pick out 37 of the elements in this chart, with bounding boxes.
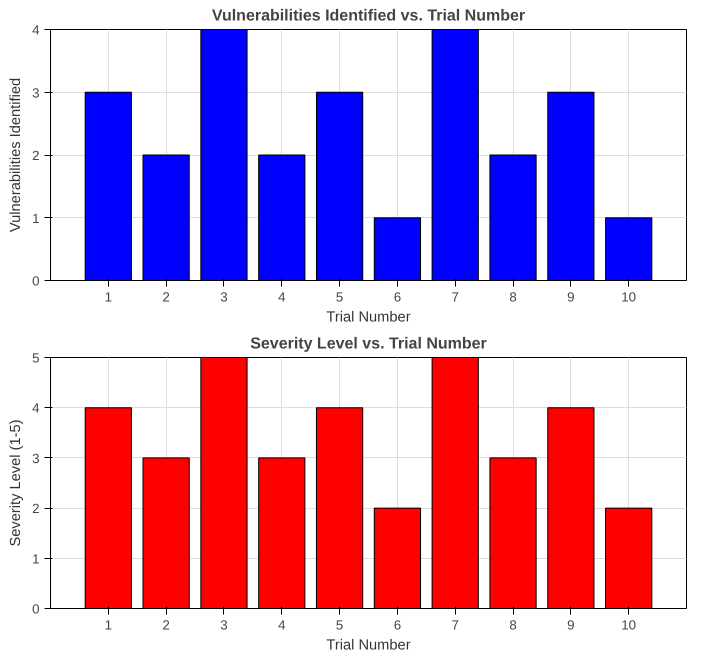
x-tick-label: 6 xyxy=(394,290,402,304)
y-tick-label: 2 xyxy=(32,501,40,516)
y-tick-label: 0 xyxy=(32,602,40,616)
chart-title: Severity Level vs. Trial Number xyxy=(250,336,487,352)
x-tick-label: 2 xyxy=(162,290,170,304)
x-tick-label: 4 xyxy=(278,290,286,304)
x-tick-label: 10 xyxy=(621,618,636,632)
x-tick-label: 6 xyxy=(394,618,402,632)
x-tick-label: 1 xyxy=(104,618,112,632)
y-axis-title: Severity Level (1-5) xyxy=(8,419,24,547)
x-tick-label: 2 xyxy=(162,618,170,632)
x-tick-label: 7 xyxy=(452,290,459,304)
x-tick-label: 4 xyxy=(278,618,286,632)
x-tick-label: 5 xyxy=(336,618,344,632)
y-tick-label: 3 xyxy=(32,450,40,466)
x-tick-label: 8 xyxy=(509,618,517,632)
y-tick-label: 0 xyxy=(32,274,40,288)
y-tick-label: 1 xyxy=(32,551,40,566)
x-tick-label: 9 xyxy=(567,290,575,304)
x-tick-label: 9 xyxy=(567,618,575,632)
x-tick-label: 8 xyxy=(509,290,517,304)
x-tick-label: 1 xyxy=(104,290,112,304)
y-tick-label: 4 xyxy=(32,22,40,38)
x-tick-label: 10 xyxy=(621,290,636,304)
y-tick-label: 2 xyxy=(32,148,40,163)
x-tick-label: 5 xyxy=(336,290,344,304)
y-tick-label: 4 xyxy=(32,400,40,416)
y-tick-label: 1 xyxy=(32,210,40,226)
x-tick-label: 7 xyxy=(452,618,459,632)
chart-title: Vulnerabilities Identified vs. Trial Number xyxy=(212,8,526,24)
y-axis-title: Vulnerabilities Identified xyxy=(8,78,24,232)
x-tick-label: 3 xyxy=(220,618,228,632)
x-axis-title: Trial Number xyxy=(326,638,411,654)
x-tick-label: 3 xyxy=(220,290,228,304)
y-tick-label: 3 xyxy=(32,85,40,100)
x-axis-title: Trial Number xyxy=(326,310,411,326)
y-tick-label: 5 xyxy=(32,350,40,366)
